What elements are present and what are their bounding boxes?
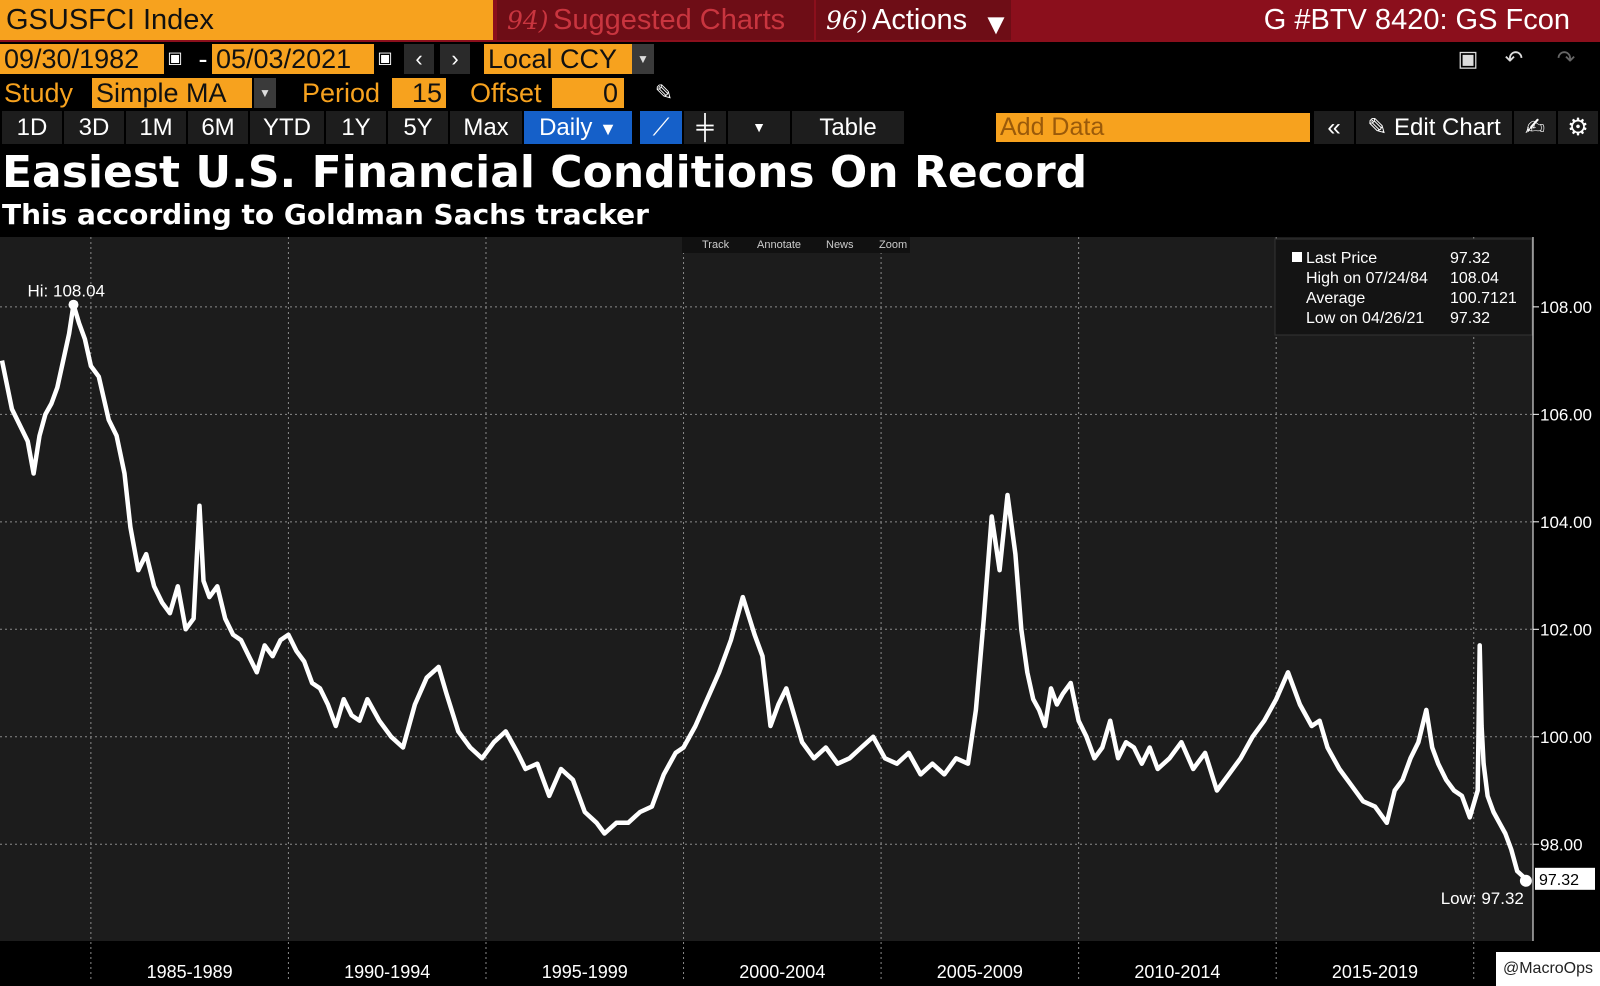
chevron-down-icon[interactable]: ▼ xyxy=(728,111,790,144)
high-marker xyxy=(68,299,79,310)
edit-chart-label: Edit Chart xyxy=(1394,114,1501,141)
calendar-icon[interactable]: ▣ xyxy=(167,50,183,67)
legend-value: 97.32 xyxy=(1450,250,1490,267)
pencil-icon[interactable]: ✎ xyxy=(654,80,674,105)
zoom-tool[interactable]: Zoom xyxy=(879,239,907,251)
actions-label: Actions xyxy=(872,4,968,36)
redo-icon[interactable]: ↷ xyxy=(1556,46,1576,71)
series-line xyxy=(0,302,1528,883)
undo-icon[interactable]: ↶ xyxy=(1504,46,1524,71)
x-axis-labels: 1985-1989 1990-1994 1995-1999 2000-2004 2005… xyxy=(147,962,1418,982)
offset-input[interactable]: 0 xyxy=(552,78,624,108)
previous-period-button[interactable]: ‹ xyxy=(404,44,434,74)
track-tool[interactable]: Track xyxy=(702,239,730,251)
range-button-1d[interactable]: 1D xyxy=(2,111,62,144)
currency-select[interactable]: Local CCY xyxy=(484,44,632,74)
add-data-input[interactable]: Add Data xyxy=(996,113,1310,142)
range-button-3d[interactable]: 3D xyxy=(64,111,124,144)
range-button-1y[interactable]: 1Y xyxy=(326,111,386,144)
study-bar: Study Simple MA ▼ Period 15 Offset 0 ✎ xyxy=(0,78,1600,108)
pencil-icon: ✎ xyxy=(1367,114,1388,141)
legend-label: Low on 04/26/21 xyxy=(1306,310,1424,327)
low-annotation: Low: 97.32 xyxy=(1441,889,1524,908)
last-value-box xyxy=(1535,867,1595,890)
news-tool[interactable]: News xyxy=(826,239,854,251)
suggested-charts-label: Suggested Charts xyxy=(553,4,786,36)
period-label: Period xyxy=(302,78,381,108)
date-separator: - xyxy=(198,44,208,74)
low-marker xyxy=(1519,874,1532,887)
x-tick-label: 1985-1989 xyxy=(147,962,233,982)
chart-headline: Easiest U.S. Financial Conditions On Rec… xyxy=(2,147,1088,198)
legend-value: 100.7121 xyxy=(1450,290,1517,307)
gear-icon[interactable]: ⚙ xyxy=(1558,111,1598,144)
y-tick-label: 102.00 xyxy=(1540,620,1592,639)
x-tick-label: 2010-2014 xyxy=(1134,962,1220,982)
x-tick-label: 2000-2004 xyxy=(739,962,825,982)
collapse-icon[interactable]: « xyxy=(1314,111,1354,144)
suggested-charts-menu[interactable]: 94) Suggested Charts xyxy=(497,0,814,40)
chart-subheadline: This according to Goldman Sachs tracker xyxy=(2,198,649,231)
legend-value: 97.32 xyxy=(1450,310,1490,327)
legend-label: Last Price xyxy=(1306,250,1377,267)
x-tick-label: 2005-2009 xyxy=(937,962,1023,982)
chevron-down-icon: ▼ xyxy=(981,8,1011,41)
y-tick-label: 98.00 xyxy=(1540,835,1583,854)
presentation-icon[interactable]: ▣ xyxy=(1457,46,1479,71)
actions-number: 96) xyxy=(826,6,868,35)
line-chart-icon[interactable]: ⟋ xyxy=(640,111,682,144)
line-chart[interactable]: 1985-1989 1990-1994 1995-1999 2000-2004 2005… xyxy=(0,237,1600,986)
range-button-5y[interactable]: 5Y xyxy=(388,111,448,144)
x-tick-label: 1990-1994 xyxy=(344,962,430,982)
suggested-charts-number: 94) xyxy=(507,6,549,35)
offset-label: Offset xyxy=(470,78,542,108)
range-button-ytd[interactable]: YTD xyxy=(250,111,324,144)
edit-chart-button[interactable]: ✎ Edit Chart xyxy=(1356,111,1512,144)
chart-tools-bar xyxy=(682,237,910,253)
y-tick-label: 108.00 xyxy=(1540,298,1592,317)
chevron-down-icon[interactable]: ▼ xyxy=(632,44,654,74)
ticker-field[interactable]: GSUSFCI Index xyxy=(0,0,493,40)
calendar-icon[interactable]: ▣ xyxy=(377,50,393,67)
last-value-label: 97.32 xyxy=(1539,872,1579,889)
start-date-field[interactable]: 09/30/1982 xyxy=(0,44,164,74)
x-tick-label: 1995-1999 xyxy=(542,962,628,982)
y-tick-label: 106.00 xyxy=(1540,405,1592,424)
end-date-field[interactable]: 05/03/2021 xyxy=(212,44,374,74)
x-tick-label: 2015-2019 xyxy=(1332,962,1418,982)
high-annotation: Hi: 108.04 xyxy=(27,282,105,301)
period-input[interactable]: 15 xyxy=(392,78,446,108)
table-button[interactable]: Table xyxy=(792,111,904,144)
actions-menu[interactable]: 96) Actions ▼ xyxy=(816,0,1011,41)
study-select[interactable]: Simple MA xyxy=(92,78,252,108)
y-tick-label: 100.00 xyxy=(1540,728,1592,747)
credit-label: @MacroOps xyxy=(1496,952,1600,986)
y-axis-labels: 98.00 100.00 102.00 104.00 106.00 108.00 xyxy=(1540,298,1592,854)
edit-icon[interactable]: ✍ xyxy=(1514,111,1556,144)
frequency-select[interactable]: Daily ▼ xyxy=(524,111,632,144)
annotate-tool[interactable]: Annotate xyxy=(757,239,801,251)
legend-value: 108.04 xyxy=(1450,270,1499,287)
chevron-down-icon[interactable]: ▼ xyxy=(254,78,276,108)
legend-label: Average xyxy=(1306,290,1365,307)
chevron-down-icon: ▼ xyxy=(599,119,617,139)
range-button-1m[interactable]: 1M xyxy=(126,111,186,144)
range-button-max[interactable]: Max xyxy=(450,111,522,144)
bar-chart-icon[interactable]: ╪ xyxy=(684,111,726,144)
legend-label: High on 07/24/84 xyxy=(1306,270,1428,287)
study-label: Study xyxy=(4,78,74,108)
next-period-button[interactable]: › xyxy=(440,44,470,74)
date-range-bar: 09/30/1982 ▣ - 05/03/2021 ▣ ‹ › Local CC… xyxy=(0,44,1600,74)
frequency-label: Daily xyxy=(539,114,593,141)
chart-toolbar: 1D 3D 1M 6M YTD 1Y 5Y Max Daily ▼ ⟋ ╪ ▼ … xyxy=(0,111,1600,144)
range-button-6m[interactable]: 6M xyxy=(188,111,248,144)
legend-swatch xyxy=(1292,252,1302,262)
plot-area xyxy=(0,237,1533,941)
gridlines xyxy=(0,237,1539,981)
legend-box xyxy=(1274,238,1533,336)
y-tick-label: 104.00 xyxy=(1540,513,1592,532)
function-title: G #BTV 8420: GS Fcon xyxy=(1263,4,1570,36)
header-bar: GSUSFCI Index 94) Suggested Charts 96) A… xyxy=(0,0,1600,42)
